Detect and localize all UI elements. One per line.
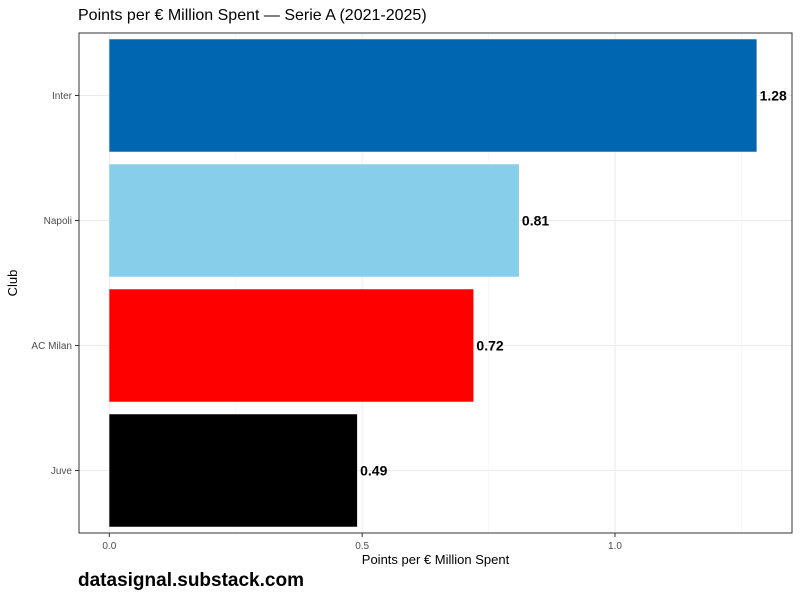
plot-panel-border <box>78 32 793 534</box>
x-axis: 0.0 0.5 1.0 <box>102 533 622 552</box>
y-tick-label: Inter <box>52 91 73 102</box>
y-tick-label: Napoli <box>44 216 72 227</box>
value-label: 0.72 <box>476 338 503 354</box>
bar-napoli <box>109 164 519 277</box>
source-caption: datasignal.substack.com <box>78 570 304 591</box>
x-axis-title: Points per € Million Spent <box>362 552 510 567</box>
y-axis-title: Club <box>5 270 20 297</box>
chart-title: Points per € Million Spent — Serie A (20… <box>78 7 427 24</box>
bar-juve <box>109 414 358 527</box>
y-tick-label: AC Milan <box>31 341 72 352</box>
x-tick-label: 0.5 <box>355 541 369 552</box>
y-tick-label: Juve <box>51 466 73 477</box>
value-labels: 1.28 0.81 0.72 0.49 <box>360 88 787 479</box>
value-label: 0.81 <box>522 213 549 229</box>
x-tick-label: 0.0 <box>102 541 116 552</box>
value-label: 0.49 <box>360 463 387 479</box>
y-axis: Inter Napoli AC Milan Juve <box>31 91 79 477</box>
value-label: 1.28 <box>760 88 787 104</box>
x-tick-label: 1.0 <box>608 541 622 552</box>
bars <box>109 39 757 527</box>
bar-ac-milan <box>109 289 474 402</box>
bar-inter <box>109 39 757 152</box>
